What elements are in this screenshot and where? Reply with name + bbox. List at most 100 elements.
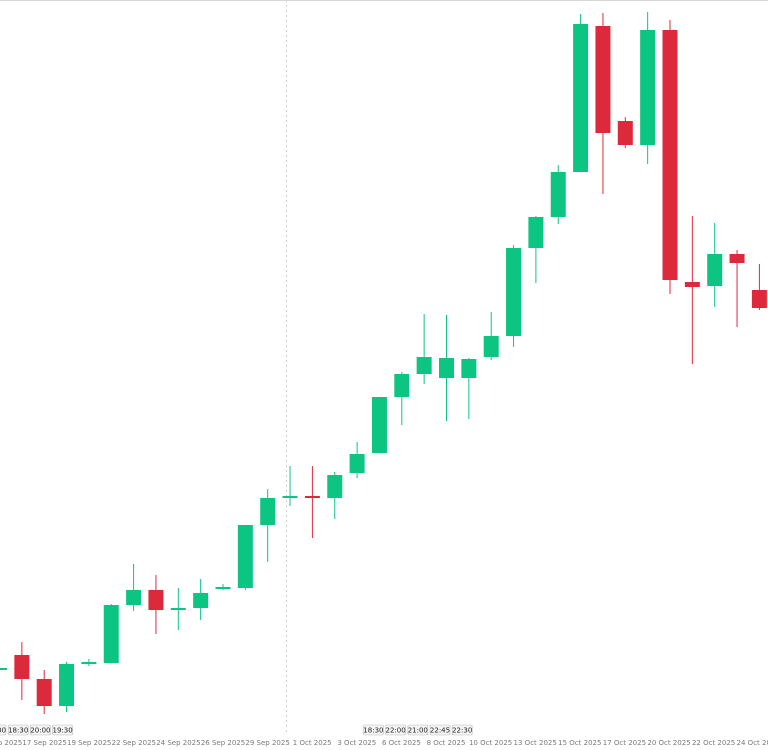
x-tick-label: 1 Oct 2025 [293, 739, 332, 747]
candle-body [260, 498, 276, 525]
candle [439, 315, 454, 421]
x-tick-label: 26 Sep 2025 [201, 739, 245, 747]
candle-body [170, 608, 186, 610]
candle-body [371, 397, 387, 453]
candle-body [59, 664, 75, 706]
candle-body [662, 30, 678, 280]
candle-body [751, 290, 767, 308]
candle [371, 397, 387, 453]
time-marker-chip: 22:00 [385, 724, 406, 736]
candle-body [215, 587, 231, 589]
x-tick-label: 19 Sep 2025 [67, 739, 111, 747]
candle-body [617, 121, 633, 145]
candle [304, 466, 320, 538]
time-marker-label: 20:00 [30, 727, 50, 735]
time-marker-chip: 17:00 [0, 724, 7, 736]
x-tick-label: 20 Oct 2025 [647, 739, 690, 747]
candle-body [439, 358, 454, 378]
candle-body [483, 336, 499, 357]
candle [349, 442, 365, 478]
candle-body [14, 655, 30, 679]
candle [36, 670, 52, 714]
candle-body [327, 475, 343, 498]
x-tick-label: 22 Oct 2025 [692, 739, 735, 747]
time-marker-label: 21:00 [408, 727, 428, 735]
candle-body [684, 282, 700, 287]
time-marker-chip: 21:00 [407, 724, 429, 736]
candle [461, 358, 477, 419]
candle [215, 584, 231, 590]
candle-body [394, 374, 410, 397]
candle-body [304, 496, 320, 498]
candle-body [550, 172, 566, 217]
candle-body [528, 217, 544, 248]
candle-body [349, 454, 365, 473]
candle-body [640, 30, 656, 145]
x-tick-label: 22 Sep 2025 [112, 739, 156, 747]
candle-body [461, 359, 477, 378]
x-tick-label: 15 Oct 2025 [558, 739, 601, 747]
time-marker-chip: 20:00 [30, 724, 51, 736]
candle-body [237, 525, 253, 588]
candle-body [573, 24, 589, 172]
x-tick-label: 3 Oct 2025 [337, 739, 376, 747]
candle [103, 604, 119, 663]
time-marker-box [429, 724, 451, 736]
time-marker-box [451, 724, 473, 736]
time-marker-box [407, 724, 429, 736]
time-marker-label: 22:30 [452, 727, 472, 735]
candle [617, 117, 633, 148]
time-marker-label: 18:30 [363, 727, 383, 735]
time-marker-box [0, 724, 7, 736]
candle [506, 245, 522, 347]
time-marker-chip: 22:30 [451, 724, 473, 736]
candle-body [416, 357, 432, 374]
candle [416, 314, 432, 384]
x-tick-label: 15 Sep 2025 [0, 739, 22, 747]
time-marker-box [7, 724, 29, 736]
time-marker-label: 22:00 [386, 727, 406, 735]
time-marker-chip: 18:30 [7, 724, 29, 736]
x-tick-label: 17 Sep 2025 [22, 739, 66, 747]
candle [729, 250, 745, 327]
candle [260, 489, 276, 562]
x-tick-label: 8 Oct 2025 [427, 739, 466, 747]
candle [193, 579, 209, 620]
candle [126, 564, 142, 611]
candle-body [729, 254, 745, 263]
candle [483, 312, 499, 360]
candle-body [0, 668, 7, 670]
time-marker-chip: 22:45 [429, 724, 451, 736]
candle-body [193, 593, 209, 608]
time-marker-label: 22:45 [430, 727, 450, 735]
candle [327, 472, 343, 519]
candle [707, 223, 723, 307]
time-marker-box [30, 724, 51, 736]
time-marker-box [52, 724, 73, 736]
x-tick-label: 6 Oct 2025 [382, 739, 421, 747]
candle [550, 165, 566, 224]
candle-body [103, 605, 119, 663]
time-marker-chip: 18:30 [363, 724, 384, 736]
candle [0, 668, 7, 670]
candle [528, 216, 544, 283]
candle [148, 575, 164, 634]
candle [684, 216, 700, 364]
candle [751, 264, 767, 310]
candle-body [36, 679, 52, 706]
time-marker-label: 17:00 [0, 727, 6, 735]
time-marker-label: 18:30 [8, 727, 28, 735]
time-marker-box [363, 724, 384, 736]
x-tick-label: 10 Oct 2025 [469, 739, 512, 747]
candle [14, 642, 30, 700]
candle [573, 14, 589, 172]
candle-body [282, 496, 298, 498]
candles-layer [0, 12, 767, 714]
x-tick-label: 17 Oct 2025 [603, 739, 646, 747]
x-tick-label: 24 Sep 2025 [156, 739, 200, 747]
candle-body [506, 248, 522, 336]
x-tick-label: 29 Sep 2025 [245, 739, 289, 747]
candle-body [595, 26, 611, 133]
